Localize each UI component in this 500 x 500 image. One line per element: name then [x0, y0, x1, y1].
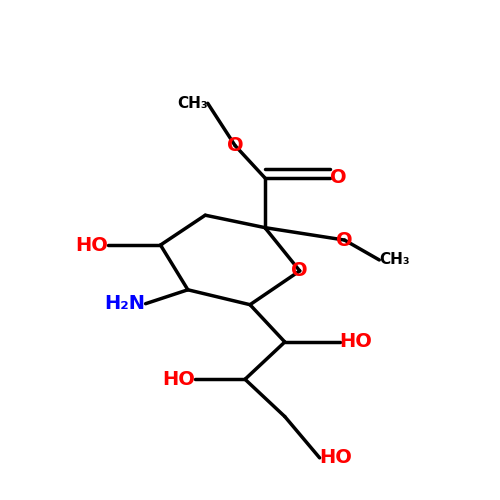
Text: HO: HO: [340, 332, 372, 351]
Text: CH₃: CH₃: [380, 252, 410, 268]
Text: O: O: [336, 230, 353, 250]
Text: HO: HO: [76, 236, 108, 255]
Text: O: O: [330, 168, 346, 188]
Text: HO: HO: [162, 370, 196, 389]
Text: O: O: [292, 262, 308, 280]
Text: O: O: [227, 136, 244, 155]
Text: HO: HO: [320, 448, 352, 468]
Text: CH₃: CH₃: [177, 96, 208, 111]
Text: H₂N: H₂N: [104, 294, 146, 313]
